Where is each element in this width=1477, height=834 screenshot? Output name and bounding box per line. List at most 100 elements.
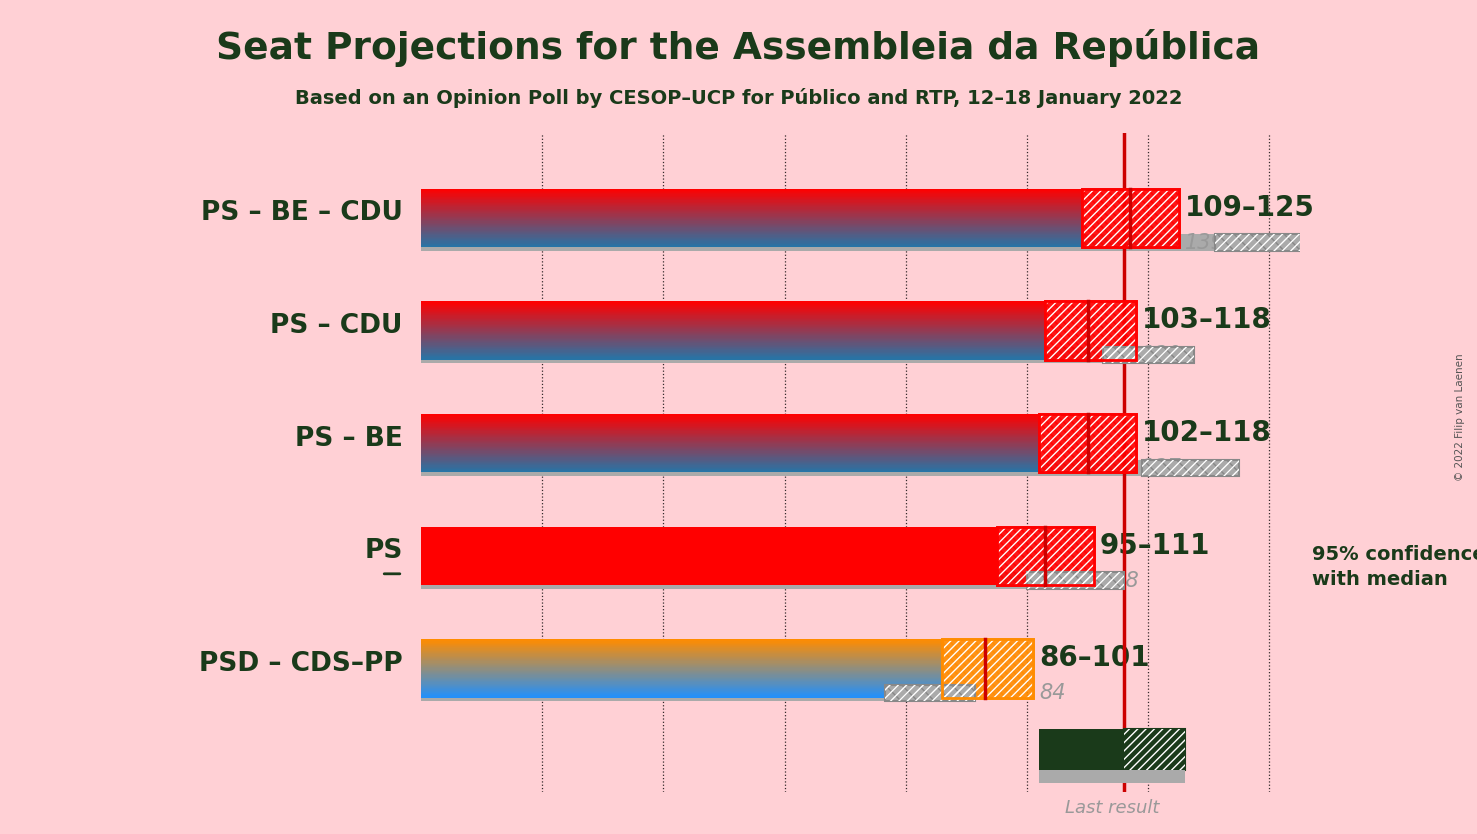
Bar: [421, 192, 1081, 193]
Bar: [421, 659, 942, 661]
Bar: [421, 456, 1040, 457]
Bar: [421, 309, 1046, 310]
Bar: [1040, 729, 1124, 770]
Text: © 2022 Filip van Laenen: © 2022 Filip van Laenen: [1455, 353, 1465, 481]
Bar: [942, 639, 1032, 698]
Bar: [421, 211, 1081, 212]
Bar: [421, 202, 1081, 203]
Bar: [421, 332, 1046, 333]
Bar: [942, 639, 1032, 698]
Bar: [421, 324, 1046, 326]
Bar: [421, 436, 1040, 437]
Bar: [421, 428, 1040, 430]
Bar: [421, 196, 1081, 197]
Bar: [1216, 234, 1312, 251]
Bar: [421, 209, 1081, 211]
Bar: [421, 215, 1081, 217]
Bar: [421, 414, 1040, 415]
Bar: [421, 322, 1046, 324]
Bar: [421, 457, 1040, 459]
Bar: [421, 354, 1046, 355]
Bar: [421, 235, 1081, 237]
Bar: [421, 220, 1081, 221]
Bar: [421, 318, 1046, 319]
Bar: [421, 310, 1046, 312]
Bar: [1081, 188, 1179, 247]
Bar: [421, 330, 1046, 332]
Bar: [421, 682, 942, 684]
Bar: [421, 245, 1081, 246]
Bar: [421, 676, 942, 678]
Text: 120: 120: [1142, 345, 1182, 365]
Bar: [421, 327, 1046, 329]
Bar: [421, 421, 1040, 422]
Bar: [421, 459, 1040, 460]
Bar: [421, 423, 1040, 425]
Bar: [421, 312, 1046, 313]
Bar: [421, 690, 942, 691]
Bar: [421, 240, 1081, 241]
Bar: [421, 681, 942, 682]
Text: 139: 139: [1185, 233, 1224, 253]
Bar: [421, 463, 1040, 465]
Text: 102–118: 102–118: [1142, 419, 1272, 447]
Bar: [421, 234, 1263, 251]
Bar: [421, 229, 1081, 231]
Bar: [421, 462, 1040, 463]
Bar: [421, 355, 1046, 356]
Bar: [421, 662, 942, 664]
Bar: [421, 419, 1040, 420]
Bar: [421, 670, 942, 671]
Bar: [421, 346, 1046, 347]
Bar: [421, 696, 942, 698]
Bar: [1027, 572, 1124, 589]
Bar: [421, 644, 942, 645]
Bar: [421, 333, 1046, 334]
Bar: [421, 352, 1046, 353]
Bar: [421, 349, 1046, 350]
Bar: [1046, 301, 1136, 359]
Bar: [421, 226, 1081, 228]
Bar: [421, 415, 1040, 416]
Bar: [1040, 414, 1136, 472]
Bar: [421, 431, 1040, 433]
Bar: [421, 237, 1081, 238]
Bar: [421, 685, 942, 686]
Bar: [421, 470, 1040, 471]
Bar: [421, 442, 1040, 443]
Bar: [421, 691, 942, 692]
Bar: [885, 685, 975, 701]
Bar: [421, 572, 1075, 589]
Bar: [421, 445, 1040, 447]
Text: PSD – CDS–PP: PSD – CDS–PP: [199, 651, 403, 677]
Bar: [421, 694, 942, 696]
Bar: [421, 466, 1040, 468]
Bar: [1124, 729, 1185, 770]
Bar: [421, 336, 1046, 338]
Bar: [421, 206, 1081, 208]
Bar: [421, 646, 942, 647]
Bar: [421, 430, 1040, 431]
Bar: [421, 234, 1081, 235]
Bar: [421, 205, 1081, 206]
Bar: [421, 661, 942, 662]
Bar: [421, 344, 1046, 346]
Bar: [421, 422, 1040, 423]
Bar: [421, 244, 1081, 245]
Text: Based on an Opinion Poll by CESOP–UCP for Público and RTP, 12–18 January 2022: Based on an Opinion Poll by CESOP–UCP fo…: [295, 88, 1182, 108]
Bar: [421, 203, 1081, 205]
Bar: [421, 304, 1046, 306]
Bar: [421, 666, 942, 667]
Bar: [421, 326, 1046, 327]
Bar: [421, 441, 1040, 442]
Text: Seat Projections for the Assembleia da República: Seat Projections for the Assembleia da R…: [217, 29, 1260, 68]
Bar: [421, 650, 942, 651]
Bar: [885, 685, 975, 701]
Bar: [421, 417, 1040, 419]
Bar: [1081, 188, 1179, 247]
Bar: [1046, 301, 1136, 359]
Bar: [421, 338, 1046, 339]
Text: 103–118: 103–118: [1142, 306, 1272, 334]
Bar: [421, 199, 1081, 200]
Bar: [421, 641, 942, 643]
